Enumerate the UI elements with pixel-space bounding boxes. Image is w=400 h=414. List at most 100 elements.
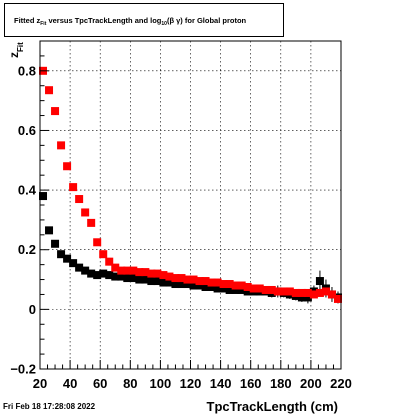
black-data-point [177,280,186,289]
red-data-point [165,272,174,281]
title-part-3: (β γ) for Global proton [166,16,247,25]
black-data-point [225,285,234,294]
black-data-point [231,285,240,294]
x-tick-label: 40 [63,376,77,391]
red-data-point [57,141,66,150]
black-data-point [171,280,180,289]
title-sub-fit: Fit [40,21,47,27]
title-part-1: Fitted z [14,16,41,25]
y-axis-label-main: z [7,52,21,58]
red-data-point [195,277,204,286]
red-data-point [135,268,144,277]
black-data-point [99,269,108,278]
red-data-point [297,288,306,297]
y-tick-labels: −0.2 0 0.2 0.4 0.6 0.8 [10,63,36,376]
x-tick-label: 60 [93,376,107,391]
black-data-point [39,192,48,201]
black-data-point [213,284,222,293]
black-data-point [153,277,162,286]
footer-timestamp: Fri Feb 18 17:28:08 2022 [3,402,96,411]
y-tick-label: 0.6 [18,123,36,138]
black-data-point [189,281,198,290]
black-data-point [183,280,192,289]
black-data-point [165,278,174,287]
x-tick-label: 180 [270,376,292,391]
black-data-point [135,275,144,284]
title-part-2: versus TpcTrackLength and log [46,16,162,25]
red-data-point [189,275,198,284]
red-data-point [303,288,312,297]
red-data-point [183,275,192,284]
red-data-point [267,285,276,294]
red-data-point [159,271,168,280]
grid-lines [40,41,341,369]
x-tick-label: 20 [33,376,47,391]
black-data-point [243,287,252,296]
black-data-point [297,293,306,302]
red-data-point [213,278,222,287]
black-data-point [111,272,120,281]
black-data-point [147,277,156,286]
red-data-point [129,266,138,275]
red-data-point [105,257,114,266]
red-data-point [285,287,294,296]
black-data-point [195,281,204,290]
black-data-point [129,274,138,283]
black-data-point [219,284,228,293]
red-data-point [141,268,150,277]
svg-text:zFit: zFit [7,42,25,58]
title-box: Fitted zFit versus TpcTrackLength and lo… [4,3,284,37]
red-data-point [327,290,336,299]
black-data-point [75,263,84,272]
red-data-point [333,294,342,303]
red-data-point [117,266,126,275]
red-data-point [237,281,246,290]
red-data-point [231,281,240,290]
red-data-point [45,86,54,95]
x-tick-label: 100 [150,376,172,391]
red-data-point [273,287,282,296]
red-data-point [171,274,180,283]
black-data-point [237,285,246,294]
red-data-point [75,195,84,204]
x-tick-labels: 20 40 60 80 100 120 140 160 180 200 220 [33,376,352,391]
black-data-point [87,269,96,278]
red-data-point [51,107,60,116]
red-data-point [255,284,264,293]
y-tick-label: 0.2 [18,242,36,257]
red-data-point [279,287,288,296]
red-data-point [87,218,96,227]
red-data-point [111,263,120,272]
red-data-point [123,266,132,275]
red-data-point [177,274,186,283]
x-tick-label: 220 [330,376,352,391]
red-data-point [249,284,258,293]
red-data-point [207,278,216,287]
red-data-point [147,269,156,278]
black-data-point [315,277,324,286]
black-data-point [201,283,210,291]
axis-ticks [39,40,342,370]
red-data-point [225,280,234,289]
black-data-point [123,274,132,283]
red-data-point [69,183,78,192]
black-data-point [93,271,102,280]
red-data-point [93,238,102,247]
x-tick-label: 140 [210,376,232,391]
black-data-point [63,254,72,263]
red-data-point [321,287,330,296]
black-data-point [81,266,90,275]
y-tick-label: 0.4 [18,183,37,198]
black-data-point [303,293,312,302]
title-sub-10: 10 [161,21,167,27]
red-data-point [153,269,162,278]
black-data-point [207,283,216,291]
data-markers [39,66,342,303]
red-data-point [99,250,108,259]
y-tick-label: −0.2 [10,362,36,377]
red-data-point [309,290,318,299]
red-data-point [315,288,324,297]
x-tick-label: 160 [240,376,262,391]
y-tick-label: 0.8 [18,63,36,78]
